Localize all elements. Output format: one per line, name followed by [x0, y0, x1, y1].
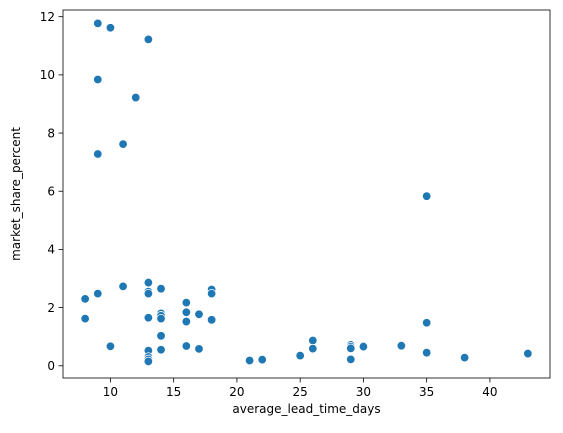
data-point-26 — [181, 316, 192, 327]
data-point-32 — [181, 341, 192, 351]
data-point-10 — [156, 283, 166, 294]
data-point-4 — [131, 92, 141, 103]
data-point-49 — [244, 355, 255, 366]
data-point-25 — [206, 315, 217, 325]
y-axis-label: market_share_percent — [9, 127, 23, 261]
data-point-16 — [80, 294, 90, 304]
data-point-33 — [105, 341, 116, 351]
data-point-48 — [257, 354, 267, 365]
data-point-37 — [346, 343, 356, 354]
data-point-6 — [93, 149, 103, 159]
data-point-31 — [396, 341, 407, 351]
plot-frame — [62, 9, 551, 379]
y-tick-label: 12 — [40, 10, 55, 24]
x-tick-label: 10 — [103, 385, 118, 399]
data-point-50 — [143, 356, 154, 367]
data-point-43 — [295, 350, 305, 361]
data-point-36 — [308, 343, 318, 354]
data-point-20 — [194, 309, 204, 319]
y-tick-label: 4 — [47, 243, 55, 257]
data-point-3 — [93, 74, 103, 85]
x-tick-label: 30 — [356, 385, 371, 399]
y-tick-label: 6 — [47, 185, 55, 199]
data-point-38 — [194, 344, 204, 354]
x-tick-label: 35 — [419, 385, 434, 399]
y-tick-label: 8 — [47, 126, 55, 140]
data-points — [80, 18, 533, 367]
data-point-18 — [181, 307, 192, 317]
data-point-41 — [421, 347, 432, 358]
data-point-24 — [156, 313, 166, 324]
data-point-42 — [523, 348, 533, 359]
y-axis-ticks: 0 2 4 6 8 10 12 — [40, 10, 63, 373]
y-tick-label: 0 — [47, 359, 55, 373]
y-tick-label: 2 — [47, 301, 55, 315]
data-point-35 — [358, 341, 369, 352]
x-tick-label: 25 — [293, 385, 308, 399]
data-point-8 — [143, 277, 154, 288]
data-point-45 — [459, 352, 470, 363]
data-point-13 — [143, 288, 154, 299]
data-point-47 — [346, 354, 356, 365]
data-point-7 — [421, 191, 432, 201]
data-point-23 — [80, 313, 90, 324]
x-tick-label: 20 — [229, 385, 244, 399]
data-point-17 — [181, 297, 192, 308]
data-point-5 — [118, 139, 128, 149]
data-point-15 — [206, 288, 217, 299]
y-tick-label: 10 — [40, 68, 55, 82]
data-point-2 — [143, 34, 154, 45]
data-point-1 — [105, 23, 116, 33]
data-point-28 — [156, 331, 166, 341]
x-tick-label: 40 — [482, 385, 497, 399]
data-point-27 — [421, 318, 432, 328]
data-point-22 — [143, 313, 154, 323]
data-point-14 — [93, 288, 103, 299]
data-point-9 — [118, 281, 128, 292]
x-tick-label: 15 — [166, 385, 181, 399]
data-point-0 — [93, 18, 103, 29]
data-point-29 — [308, 335, 318, 346]
x-axis-ticks: 10 15 20 25 30 35 40 — [103, 378, 498, 399]
data-point-39 — [156, 345, 166, 355]
x-axis-label: average_lead_time_days — [232, 402, 380, 416]
